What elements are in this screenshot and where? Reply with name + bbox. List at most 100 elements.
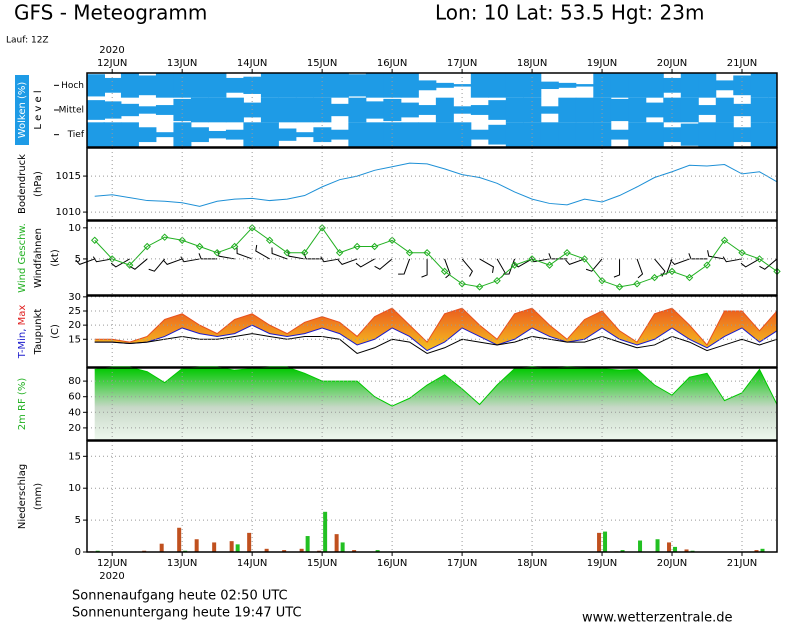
cloud-cell bbox=[628, 97, 647, 123]
wind-barb bbox=[707, 250, 725, 260]
precip-bar bbox=[352, 550, 357, 552]
marker bbox=[755, 255, 764, 263]
precip-bar bbox=[212, 542, 217, 552]
x-tick-label: 20JUN bbox=[657, 58, 687, 69]
marker bbox=[650, 273, 659, 282]
x-tick-label: 15JUN bbox=[307, 58, 337, 69]
marker bbox=[300, 249, 309, 257]
cloud-cell bbox=[540, 122, 559, 147]
cloud-cell bbox=[260, 122, 279, 147]
x-tick-label: 17JUN bbox=[447, 558, 477, 569]
cloud-cell bbox=[418, 80, 437, 91]
wind-barb bbox=[479, 258, 494, 273]
marker bbox=[125, 261, 134, 269]
marker bbox=[90, 236, 99, 244]
y-axis-label-part: 2m RF (%) bbox=[17, 378, 28, 431]
panel-border bbox=[86, 367, 778, 441]
cloud-cell bbox=[470, 129, 489, 140]
marker bbox=[335, 249, 344, 257]
y-tick-label: 15 bbox=[68, 451, 81, 462]
cloud-cell bbox=[295, 73, 314, 98]
precip-bar bbox=[620, 550, 625, 552]
wind-barb bbox=[461, 258, 473, 277]
y-tick-label: 40 bbox=[68, 407, 81, 418]
cloud-cell bbox=[610, 73, 629, 98]
cloud-cell bbox=[645, 73, 664, 98]
x-tick-label: 17JUN bbox=[447, 58, 477, 69]
y-tick-label: 10 bbox=[68, 483, 81, 494]
marker bbox=[370, 242, 379, 251]
panel-background bbox=[87, 441, 777, 552]
marker bbox=[633, 280, 641, 288]
wind-barb bbox=[585, 258, 603, 272]
y-tick-label: 5 bbox=[75, 515, 81, 526]
cloud-cell bbox=[313, 127, 332, 143]
marker bbox=[493, 276, 501, 285]
cloud-cell bbox=[663, 127, 682, 143]
label-box bbox=[15, 75, 29, 145]
cloud-cell bbox=[435, 97, 454, 123]
x-tick-label: 21JUN bbox=[727, 558, 757, 569]
precip-bar bbox=[282, 550, 287, 552]
y-tick-label: 10 bbox=[68, 223, 81, 234]
marker bbox=[475, 283, 484, 291]
wind-barb bbox=[162, 258, 183, 265]
marker bbox=[283, 249, 291, 257]
cloud-cell bbox=[87, 122, 105, 147]
cloud-cell bbox=[593, 122, 612, 147]
panel-border bbox=[86, 440, 778, 553]
y-axis-label: Windfahnen bbox=[33, 228, 44, 288]
wind-barb bbox=[355, 258, 375, 268]
cloud-cell bbox=[488, 124, 507, 145]
cloud-cell bbox=[558, 82, 577, 88]
marker bbox=[720, 236, 729, 244]
y-axis-label-part: Windfahnen bbox=[33, 228, 44, 288]
y-axis-label-part: Wind Geschw. bbox=[17, 223, 28, 293]
panel-border bbox=[86, 295, 778, 368]
y-axis-label-part: (C) bbox=[50, 324, 61, 339]
cloud-cell bbox=[715, 122, 734, 147]
cloud-cell bbox=[208, 73, 227, 98]
y-axis-label: Bodendruck bbox=[17, 154, 28, 214]
y-axis-label: Taupunkt bbox=[33, 309, 44, 356]
temperature-range bbox=[94, 308, 778, 351]
wind-barb bbox=[421, 258, 428, 278]
cloud-cell bbox=[87, 100, 105, 120]
cloud-cell bbox=[575, 122, 594, 147]
cloud-cell bbox=[243, 122, 262, 147]
x-tick-label: 18JUN bbox=[517, 58, 547, 69]
marker bbox=[230, 242, 239, 251]
marker bbox=[563, 249, 571, 257]
marker bbox=[353, 242, 361, 251]
y-tick-label: 60 bbox=[68, 392, 81, 403]
cloud-cell bbox=[540, 106, 559, 114]
y-tick-label: 20 bbox=[68, 423, 81, 434]
cloud-cell bbox=[505, 73, 524, 98]
wind-barb bbox=[92, 256, 113, 263]
cloud-cell bbox=[733, 127, 752, 143]
precip-bar bbox=[235, 544, 240, 552]
cloud-cell bbox=[575, 84, 594, 87]
y-axis-label-part: T-Min, bbox=[17, 325, 28, 359]
cloud-cell bbox=[278, 128, 297, 141]
wind-barb bbox=[444, 258, 451, 279]
precip-bar bbox=[684, 549, 689, 552]
marker bbox=[458, 280, 466, 288]
cloud-cell bbox=[558, 122, 577, 147]
x-tick-label: 13JUN bbox=[167, 558, 197, 569]
x-tick-label: 19JUN bbox=[587, 58, 617, 69]
precip-bar bbox=[177, 527, 182, 552]
precip-bar bbox=[673, 546, 678, 552]
humidity-line bbox=[94, 366, 778, 407]
marker bbox=[248, 224, 256, 232]
marker bbox=[143, 242, 151, 251]
cloud-cell bbox=[225, 77, 244, 93]
precip-bar bbox=[638, 540, 643, 552]
precip-bar bbox=[323, 511, 328, 552]
cloud-cell bbox=[680, 97, 699, 123]
precip-bar bbox=[229, 541, 234, 552]
y-tick-label: 20 bbox=[68, 320, 81, 331]
level-label: Hoch bbox=[61, 81, 84, 91]
cloud-cell bbox=[715, 80, 734, 91]
precip-bar bbox=[655, 539, 660, 552]
